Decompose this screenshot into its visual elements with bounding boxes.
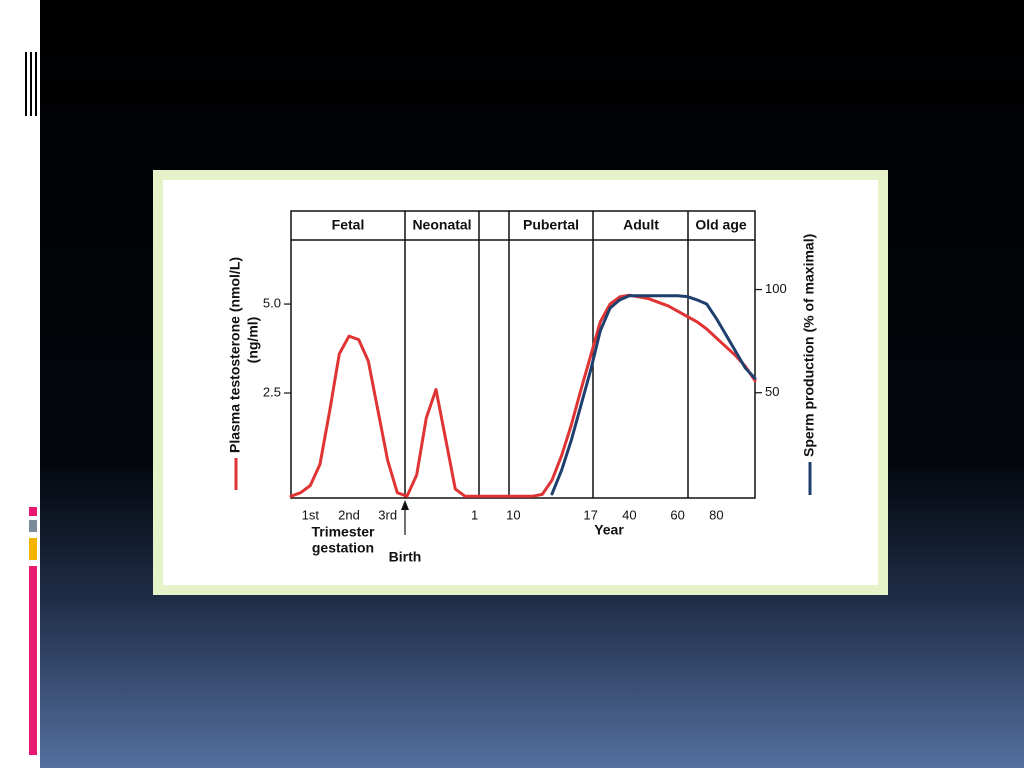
- plot-frame: [290, 210, 756, 499]
- legend-left: Plasma testosterone (nmol/L) (ng/ml): [227, 257, 261, 490]
- accent-bar: [29, 520, 37, 532]
- accent-bar: [29, 507, 37, 516]
- y-tick-label: 5.0: [263, 295, 281, 310]
- x-tick-label: 17: [583, 507, 597, 522]
- y2-tick-label: 50: [765, 384, 779, 399]
- x-tick-label: 3rd: [378, 507, 397, 522]
- x-tick-label: 80: [709, 507, 723, 522]
- x-tick-label: 1st: [302, 507, 320, 522]
- logo-icon: [22, 48, 40, 118]
- legend-label: Sperm production (% of maximal): [801, 234, 817, 457]
- legend-right: Sperm production (% of maximal): [801, 234, 817, 495]
- x-tick-label: 10: [506, 507, 520, 522]
- birth-arrowhead: [401, 500, 409, 510]
- y-tick-label: 2.5: [263, 384, 281, 399]
- x-annotation: Birth: [389, 549, 422, 565]
- period-label: Neonatal: [412, 217, 471, 233]
- y-axis-unit: (ng/ml): [245, 317, 261, 364]
- period-label: Pubertal: [523, 217, 579, 233]
- accent-bar: [29, 566, 37, 755]
- chart: [290, 210, 756, 535]
- x-tick-label: 1: [471, 507, 478, 522]
- x-annotation: gestation: [312, 540, 374, 556]
- x-tick-label: 2nd: [338, 507, 360, 522]
- x-tick-label: 40: [622, 507, 636, 522]
- series-line: [550, 294, 757, 496]
- x-annotation: Trimester: [311, 524, 375, 540]
- x-annotation: Year: [594, 522, 624, 538]
- series-line: [289, 293, 757, 498]
- period-label: Adult: [623, 217, 659, 233]
- x-tick-label: 60: [670, 507, 684, 522]
- legend-label: Plasma testosterone (nmol/L): [227, 257, 243, 453]
- y2-tick-label: 100: [765, 281, 787, 296]
- period-label: Fetal: [332, 217, 365, 233]
- accent-bar: [29, 538, 37, 560]
- figure: [163, 180, 878, 585]
- period-label: Old age: [695, 217, 747, 233]
